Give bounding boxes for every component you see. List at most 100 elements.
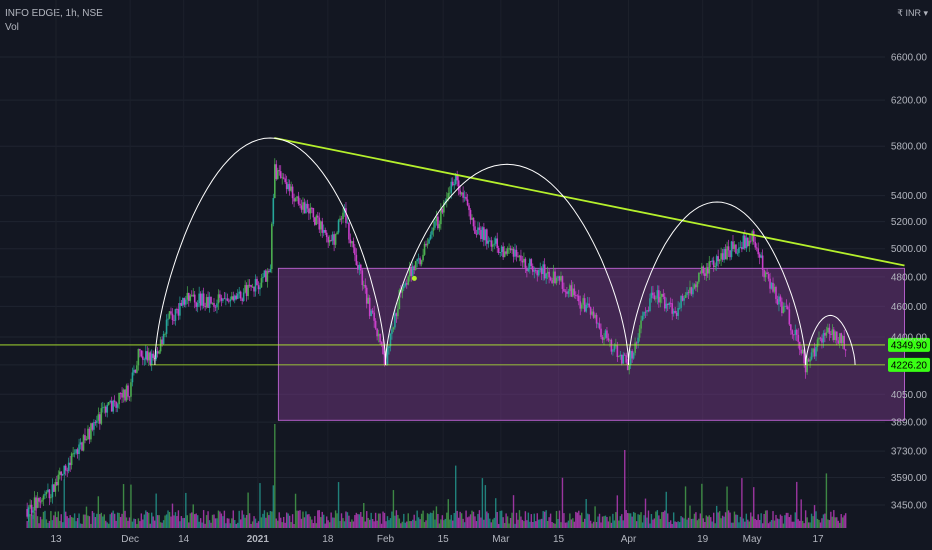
candle-body [239,291,242,299]
candle-body [262,277,264,279]
candle-body [100,408,103,424]
candle-body [646,310,648,312]
volume-bar [843,515,845,528]
candle-body [268,270,270,273]
candle-body [413,266,415,270]
candle-body [440,208,442,225]
volume-bar [63,479,65,528]
candle-body [819,337,822,339]
volume-bar [198,521,200,528]
candle-body [527,267,530,272]
volume-bar [554,523,556,528]
candle-body [147,352,150,361]
volume-bar [702,518,705,528]
candle-body [557,276,559,278]
candle-body [689,287,691,294]
candle-body [787,306,789,310]
volume-legend: Vol [5,22,19,33]
candle-body [121,393,123,398]
candle-body [515,249,518,257]
volume-bar [211,514,214,528]
candle-body [281,177,284,179]
volume-bar [76,517,79,528]
candle-body [487,240,490,244]
volume-bar [449,519,451,528]
volume-bar [287,513,289,528]
candle-body [792,334,795,336]
volume-bar [592,521,595,528]
candle-body [318,217,321,230]
volume-bar [403,513,405,528]
candle-body [469,210,472,220]
candle-body [296,196,298,199]
candle-body [788,309,791,325]
volume-bar [457,517,460,528]
volume-bar [288,515,291,528]
volume-bar [432,510,435,528]
candle-body [253,286,255,292]
volume-bar [748,521,750,528]
volume-bar [598,513,601,528]
candle-body [669,302,672,304]
volume-bar [116,512,119,528]
candle-body [563,288,565,292]
volume-bar [282,516,285,528]
volume-bar [711,521,713,528]
candle-body [156,351,159,354]
candle-body [368,297,371,317]
candle-body [33,497,36,511]
volume-bar [398,518,401,528]
volume-bar [33,512,36,528]
volume-bar [379,513,381,528]
volume-bar [290,522,292,528]
candle-body [561,276,564,289]
candle-body [724,248,727,260]
candle-body [537,269,540,276]
candle-body [364,284,367,288]
candle-body [362,284,365,286]
volume-bar [388,520,390,528]
candle-body [466,199,469,206]
candle-body [125,385,128,401]
currency-label[interactable]: ₹ INR ▾ [897,8,928,18]
candle-body [386,348,389,365]
candle-body [322,229,325,233]
candle-body [275,164,278,179]
candle-body [824,333,826,336]
candle-body [53,484,55,492]
candle-body [484,229,487,241]
candle-body [678,307,681,309]
candle-body [822,333,825,343]
candle-body [423,243,426,255]
candle-body [279,171,282,178]
candle-body [85,438,88,441]
candle-body [348,222,350,240]
candle-body [346,222,349,224]
candle-body [259,287,261,290]
volume-bar [668,522,670,528]
candle-body [692,288,694,295]
volume-bar [527,512,530,528]
candle-body [806,359,808,373]
candle-body [761,255,764,271]
volume-bar [512,495,515,528]
volume-bar [517,519,519,528]
candle-body [579,301,582,309]
candle-body [376,328,378,337]
candle-body [333,234,335,245]
volume-bar [346,512,349,528]
volume-bar [591,523,593,528]
volume-bar [278,512,280,528]
candle-body [821,338,823,343]
volume-bar [327,520,329,528]
volume-bar [681,517,684,528]
candle-body [649,298,651,311]
volume-bar [584,518,586,528]
volume-bar [661,512,663,528]
candle-body [146,351,149,361]
candle-body [512,248,515,257]
candle-body [134,369,137,373]
candle-body [702,266,705,274]
volume-bar [520,516,522,528]
